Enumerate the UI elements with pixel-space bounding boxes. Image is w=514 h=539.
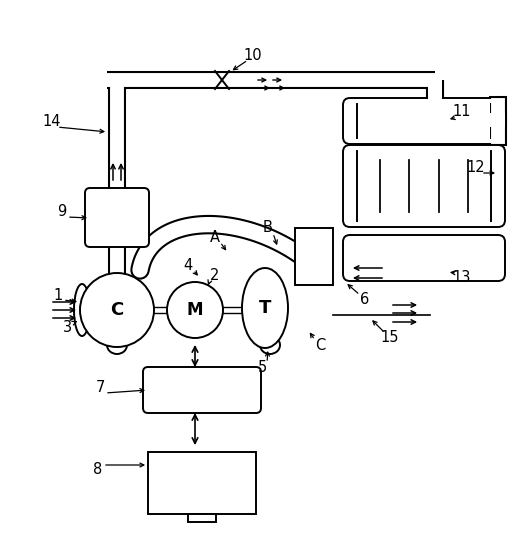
FancyBboxPatch shape	[343, 98, 505, 144]
Bar	[188, 514, 216, 522]
Text: 4: 4	[183, 258, 193, 273]
Ellipse shape	[242, 268, 288, 348]
Ellipse shape	[260, 336, 280, 354]
FancyBboxPatch shape	[343, 145, 505, 227]
Text: B: B	[263, 220, 273, 236]
Text: T: T	[259, 299, 271, 317]
Text: 7: 7	[95, 381, 105, 396]
Text: 13: 13	[453, 271, 471, 286]
Text: 11: 11	[453, 105, 471, 120]
Circle shape	[167, 282, 223, 338]
FancyBboxPatch shape	[143, 367, 261, 413]
FancyBboxPatch shape	[343, 235, 505, 281]
Text: A: A	[210, 230, 220, 245]
Text: 3: 3	[63, 321, 72, 335]
Text: 8: 8	[94, 462, 103, 478]
Bar	[148, 452, 256, 514]
Text: 15: 15	[381, 330, 399, 345]
Text: 12: 12	[467, 161, 485, 176]
Text: M: M	[187, 301, 203, 319]
Ellipse shape	[74, 284, 90, 336]
Text: 9: 9	[58, 204, 67, 219]
FancyBboxPatch shape	[85, 188, 149, 247]
Text: C: C	[111, 301, 124, 319]
Text: C: C	[315, 337, 325, 353]
Text: 6: 6	[360, 293, 370, 308]
Bar	[295, 228, 333, 285]
Text: 10: 10	[244, 47, 262, 63]
Text: 1: 1	[53, 287, 63, 302]
Text: 2: 2	[210, 267, 219, 282]
Text: 5: 5	[258, 361, 267, 376]
Circle shape	[80, 273, 154, 347]
Ellipse shape	[107, 336, 127, 354]
Text: 14: 14	[43, 114, 61, 129]
